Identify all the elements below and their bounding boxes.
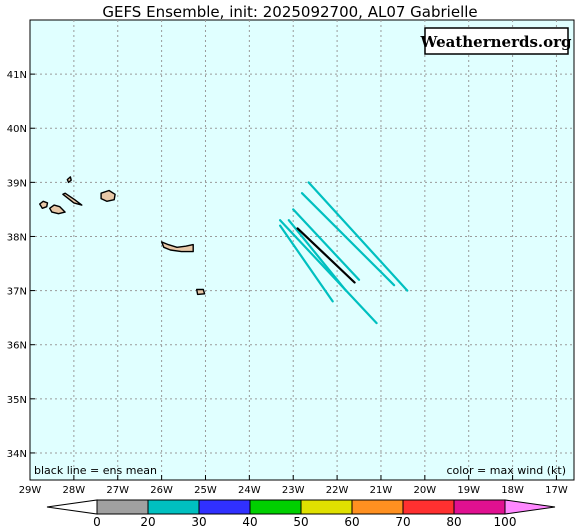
island-santa-maria — [195, 288, 206, 296]
tick-label-lat: 39N — [7, 178, 27, 189]
tick-label-lat: 38N — [7, 232, 27, 243]
tick-label-lon: 20W — [414, 485, 437, 496]
colorbar-label: 20 — [140, 515, 155, 529]
colorbar-label: 40 — [242, 515, 257, 529]
colorbar-label: 30 — [191, 515, 206, 529]
tick-label-lat: 41N — [7, 70, 27, 81]
tick-label-lon: 19W — [457, 485, 480, 496]
axis-ticks: 29W 28W 27W 26W 25W 24W 23W 22W 21W 20W 19W 18W 17W 3… — [7, 70, 568, 496]
ensemble-member-track — [279, 219, 378, 325]
tick-label-lon: 24W — [238, 485, 261, 496]
tick-label-lat: 34N — [7, 449, 27, 460]
tick-label-lon: 21W — [370, 485, 393, 496]
ensemble-member-track — [292, 208, 361, 281]
ensemble-mean-track — [296, 227, 356, 284]
island-sao-jorge — [100, 189, 116, 203]
tick-label-lon: 25W — [194, 485, 217, 496]
colorbar-label: 0 — [93, 515, 101, 529]
ensemble-member-track — [287, 219, 347, 292]
ensemble-member-track — [307, 181, 409, 292]
colorbar-label: 80 — [446, 515, 461, 529]
colorbar-bin — [249, 499, 302, 515]
wind-colorbar: 0 20 30 40 50 60 70 80 100 — [46, 499, 556, 529]
ensemble-tracks — [279, 181, 409, 325]
tick-label-lat: 36N — [7, 341, 27, 352]
tick-label-lat: 35N — [7, 395, 27, 406]
map-frame — [29, 19, 575, 481]
colorbar-bin — [96, 499, 149, 515]
tick-label-lon: 23W — [282, 485, 305, 496]
tick-label-lon: 26W — [150, 485, 173, 496]
tick-label-lon: 18W — [501, 485, 524, 496]
island-corvo-west — [39, 200, 49, 210]
colorbar-label: 60 — [344, 515, 359, 529]
colorbar-bin — [351, 499, 404, 515]
map-title: GEFS Ensemble, init: 2025092700, AL07 Ga… — [102, 3, 477, 21]
tick-label-lon: 22W — [326, 485, 349, 496]
tick-label-lon: 29W — [19, 485, 42, 496]
tick-label-lon: 28W — [63, 485, 86, 496]
mean-line-note: black line = ens mean — [34, 464, 157, 477]
tick-label-lon: 17W — [545, 485, 568, 496]
island-flores — [66, 176, 72, 184]
colorbar-arrow-low — [46, 499, 98, 515]
tick-label-lat: 37N — [7, 287, 27, 298]
colorbar-bin — [300, 499, 353, 515]
brand-box: Weathernerds.org — [419, 27, 572, 55]
ensemble-member-track — [279, 224, 334, 303]
islands — [39, 176, 206, 296]
colorbar-label: 50 — [293, 515, 308, 529]
colorbar-bin — [402, 499, 455, 515]
colorbar-bin — [147, 499, 200, 515]
colorbar-bin — [453, 499, 506, 515]
colorbar-arrow-high — [504, 499, 556, 515]
colorbar-bin — [198, 499, 251, 515]
brand-text: Weathernerds.org — [419, 33, 572, 51]
wind-color-note: color = max wind (kt) — [446, 464, 566, 477]
island-graciosa — [160, 241, 194, 253]
colorbar-label: 100 — [494, 515, 517, 529]
tick-label-lat: 40N — [7, 124, 27, 135]
island-faial — [49, 204, 66, 215]
island-pico — [62, 192, 83, 206]
tick-label-lon: 27W — [106, 485, 129, 496]
ensemble-member-track — [300, 192, 396, 287]
colorbar-label: 70 — [395, 515, 410, 529]
